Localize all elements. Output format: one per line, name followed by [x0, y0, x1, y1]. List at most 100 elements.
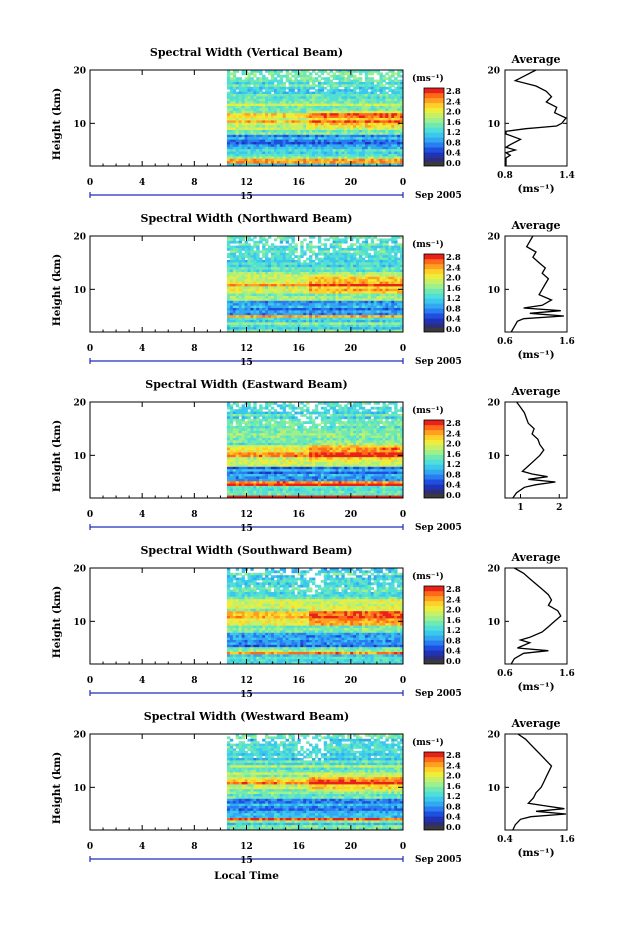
heatmap-cell: [303, 132, 307, 136]
heatmap-cell: [317, 245, 322, 249]
heatmap-cell: [364, 327, 369, 330]
heatmap-cell: [229, 291, 234, 294]
heatmap-cell: [364, 146, 369, 150]
heatmap-cell: [309, 84, 313, 88]
x-tick-label: 16: [292, 178, 305, 188]
heatmap-cell: [391, 274, 395, 278]
heatmap-cell: [291, 142, 295, 145]
heatmap-cell: [270, 120, 275, 124]
heatmap-cell: [385, 243, 389, 246]
heatmap-cell: [250, 286, 254, 290]
heatmap-cell: [288, 118, 292, 121]
heatmap-cell: [356, 161, 360, 164]
heatmap-cell: [256, 411, 260, 415]
heatmap-cell: [232, 296, 237, 299]
heatmap-cell: [332, 101, 336, 104]
heatmap-cell: [326, 120, 331, 124]
heatmap-cell: [344, 122, 348, 126]
heatmap-cell: [341, 300, 345, 304]
heatmap-cell: [306, 122, 310, 126]
heatmap-cell: [270, 89, 275, 92]
heatmap-cell: [232, 257, 237, 261]
heatmap-cell: [268, 281, 272, 285]
heatmap-cell: [317, 137, 322, 140]
heatmap-cell: [285, 310, 289, 314]
heatmap-cell: [273, 305, 278, 309]
heatmap-cell: [388, 118, 392, 121]
heatmap-cell: [356, 305, 360, 309]
heatmap-cell: [332, 137, 336, 140]
heatmap-cell: [338, 264, 342, 268]
heatmap-cell: [356, 84, 360, 88]
heatmap-cell: [268, 291, 272, 294]
heatmap-cell: [379, 127, 383, 131]
heatmap-cell: [259, 236, 263, 239]
heatmap-cell: [350, 156, 354, 160]
heatmap-cell: [356, 250, 360, 254]
heatmap-cell: [268, 72, 272, 76]
avg-x-tick-label: 1.4: [559, 171, 575, 181]
heatmap-cell: [297, 137, 301, 140]
heatmap-cell: [250, 96, 254, 100]
heatmap-cell: [397, 84, 401, 88]
heatmap-cell: [350, 82, 354, 85]
heatmap-cell: [312, 96, 316, 100]
heatmap-cell: [265, 98, 269, 102]
heatmap-cell: [291, 238, 295, 242]
heatmap-cell: [353, 406, 357, 410]
heatmap-cell: [382, 267, 386, 270]
heatmap-cell: [273, 276, 278, 280]
heatmap-cell: [388, 144, 392, 148]
heatmap-cell: [391, 315, 395, 318]
heatmap-cell: [385, 103, 389, 107]
heatmap-cell: [244, 134, 248, 138]
heatmap-cell: [394, 322, 398, 326]
heatmap-cell: [241, 137, 245, 140]
heatmap-cell: [291, 308, 295, 311]
heatmap-cell: [235, 127, 240, 131]
heatmap-cell: [332, 286, 336, 290]
heatmap-cell: [241, 146, 245, 150]
heatmap-cell: [353, 82, 357, 85]
heatmap-cell: [279, 151, 284, 155]
heatmap-cell: [379, 327, 383, 330]
heatmap-cell: [312, 122, 316, 126]
heatmap-cell: [256, 308, 260, 311]
heatmap-cell: [247, 149, 251, 152]
heatmap-cell: [300, 130, 304, 133]
heatmap-cell: [279, 84, 284, 88]
heatmap-cell: [250, 269, 254, 273]
heatmap-cell: [297, 267, 301, 270]
heatmap-cell: [347, 115, 351, 119]
heatmap-cell: [232, 77, 237, 80]
heatmap-cell: [297, 84, 301, 88]
heatmap-cell: [312, 315, 316, 318]
heatmap-cell: [303, 156, 307, 160]
heatmap-cell: [347, 298, 351, 302]
heatmap-cell: [329, 404, 333, 408]
heatmap-cell: [347, 161, 351, 164]
heatmap-cell: [388, 250, 392, 254]
heatmap-cell: [317, 298, 322, 302]
heatmap-cell: [256, 286, 260, 290]
heatmap-cell: [320, 276, 325, 280]
heatmap-cell: [241, 303, 245, 306]
heatmap-cell: [226, 243, 231, 246]
heatmap-cell: [391, 142, 395, 145]
heatmap-cell: [364, 94, 369, 97]
heatmap-cell: [370, 312, 375, 316]
heatmap-cell: [379, 113, 383, 116]
heatmap-cell: [279, 144, 284, 148]
heatmap-cell: [394, 284, 398, 287]
heatmap-cell: [361, 240, 366, 244]
heatmap-cell: [400, 315, 404, 318]
heatmap-cell: [232, 245, 237, 249]
heatmap-cell: [379, 156, 383, 160]
heatmap-cell: [235, 139, 240, 143]
heatmap-cell: [291, 250, 295, 254]
heatmap-cell: [353, 149, 357, 152]
heatmap-cell: [329, 98, 333, 102]
heatmap-cell: [400, 286, 404, 290]
heatmap-cell: [232, 120, 237, 124]
heatmap-cell: [256, 257, 260, 261]
